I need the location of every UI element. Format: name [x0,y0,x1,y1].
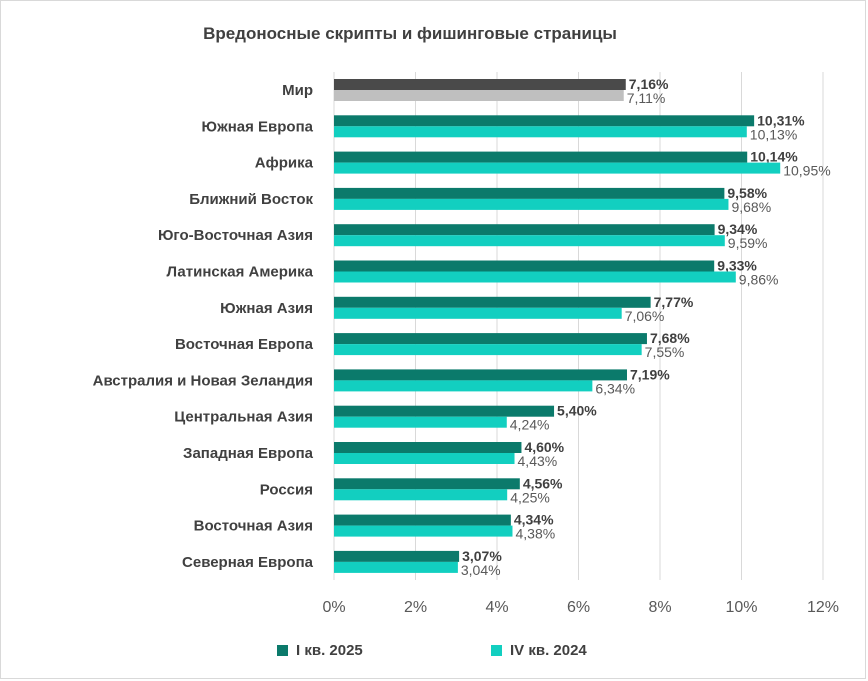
legend-label-series-1: I кв. 2025 [296,642,363,659]
bar-series-2 [334,307,622,319]
category-label: Южная Азия [220,300,313,317]
data-label-series-2: 7,55% [645,344,685,360]
category-label: Африка [255,155,314,172]
data-label-series-1: 10,14% [750,149,798,165]
data-label-series-1: 7,77% [654,294,694,310]
data-label-series-1: 9,58% [727,185,767,201]
bar-series-2 [334,198,729,210]
category-label: Ближний Восток [189,191,313,208]
data-label-series-1: 10,31% [757,112,805,128]
bar-series-2 [334,344,642,356]
bar-series-2 [334,162,781,174]
bar-series-2 [334,380,593,392]
legend-item-series-1: I кв. 2025 [277,642,363,659]
data-label-series-1: 3,07% [462,548,502,564]
x-tick-label: 12% [807,599,839,616]
bar-series-1 [334,115,755,127]
category-label: Австралия и Новая Зеландия [93,372,313,389]
bar-series-2 [334,416,507,428]
data-label-series-2: 6,34% [595,380,635,396]
data-label-series-1: 4,34% [514,512,554,528]
data-label-series-1: 9,33% [717,258,757,274]
x-tick-label: 0% [322,599,345,616]
x-tick-label: 2% [404,599,427,616]
legend-swatch-series-2 [491,645,502,656]
legend-swatch-series-1 [277,645,288,656]
category-label: Северная Европа [182,554,314,571]
x-tick-label: 10% [725,599,757,616]
bar-series-1 [334,187,725,199]
category-label: Латинская Америка [167,264,314,281]
data-label-series-2: 3,04% [461,562,501,578]
bar-series-1 [334,333,647,345]
data-label-series-2: 7,06% [625,308,665,324]
data-label-series-1: 4,56% [523,475,563,491]
x-tick-label: 4% [485,599,508,616]
data-label-series-2: 7,11% [627,90,666,106]
bar-series-1 [334,550,460,562]
bar-series-2 [334,525,513,537]
bar-series-2 [334,489,508,501]
chart-title: Вредоносные скрипты и фишинговые страниц… [203,24,617,43]
data-label-series-2: 4,24% [510,417,550,433]
x-tick-label: 8% [648,599,671,616]
category-label: Центральная Азия [174,409,313,426]
bar-series-2 [334,453,515,464]
bar-series-1 [334,260,715,272]
data-label-series-2: 9,59% [728,235,768,251]
x-tick-label: 6% [567,599,590,616]
category-label: Россия [260,481,313,498]
bar-series-1 [334,442,522,453]
data-label-series-2: 4,43% [518,453,558,469]
data-label-series-2: 4,38% [515,526,555,542]
bar-series-1 [334,514,511,526]
bar-series-2 [334,561,458,573]
bar-series-1 [334,296,651,308]
data-label-series-2: 10,95% [783,163,830,179]
bar-series-1 [334,151,748,163]
bar-series-1 [334,79,626,90]
legend-item-series-2: IV кв. 2024 [491,642,587,659]
data-label-series-2: 10,13% [750,126,797,142]
category-label: Восточная Европа [175,336,314,353]
data-label-series-1: 7,68% [650,330,690,346]
category-label: Мир [282,82,313,99]
category-label: Западная Европа [183,445,314,462]
data-label-series-1: 4,60% [524,439,564,455]
legend-label-series-2: IV кв. 2024 [510,642,587,659]
category-label: Восточная Азия [194,518,313,535]
bar-series-1 [334,478,520,490]
bar-series-1 [334,405,555,417]
bar-series-2 [334,90,624,101]
data-label-series-1: 7,16% [629,76,669,92]
data-label-series-2: 9,86% [739,272,779,288]
data-label-series-1: 5,40% [557,403,597,419]
category-label: Южная Европа [201,118,313,135]
data-label-series-2: 9,68% [731,199,771,215]
bar-series-2 [334,126,747,138]
data-label-series-1: 7,19% [630,366,670,382]
bar-series-2 [334,235,725,247]
bar-series-2 [334,271,736,283]
data-label-series-1: 9,34% [718,221,758,237]
bar-series-1 [334,224,715,236]
category-label: Юго-Восточная Азия [158,227,313,244]
bar-series-1 [334,369,627,381]
data-label-series-2: 4,25% [510,489,550,505]
